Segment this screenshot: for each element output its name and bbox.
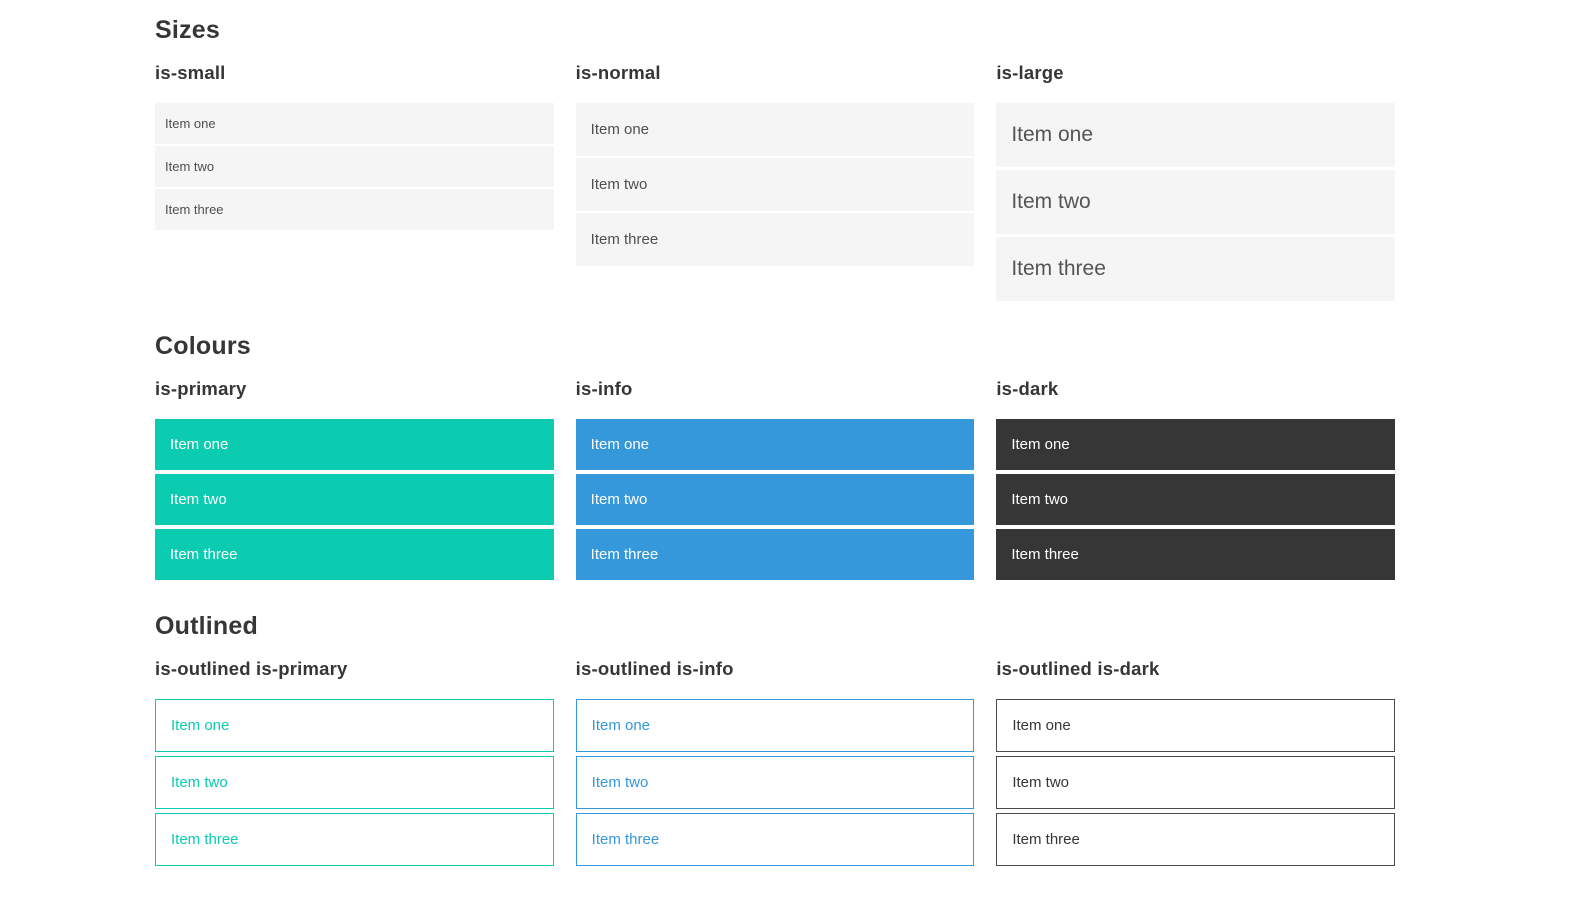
list-is-large: Item one Item two Item three xyxy=(996,103,1395,301)
list-item[interactable]: Item three xyxy=(155,813,554,866)
variant-label-is-outlined-is-primary: is-outlined is-primary xyxy=(155,658,348,679)
list-is-outlined-is-info: Item one Item two Item three xyxy=(575,699,975,866)
list-item[interactable]: Item three xyxy=(155,189,554,230)
section-title-sizes: Sizes xyxy=(155,16,220,44)
column-is-primary: is-primary Item one Item two Item three xyxy=(155,378,554,584)
variant-label-is-normal: is-normal xyxy=(575,62,661,83)
variant-label-is-info: is-info xyxy=(575,378,633,399)
column-is-normal: is-normal Item one Item two Item three xyxy=(575,62,975,268)
list-item[interactable]: Item two xyxy=(996,170,1395,234)
list-item[interactable]: Item one xyxy=(996,699,1395,752)
list-item[interactable]: Item three xyxy=(996,813,1395,866)
section-outlined: Outlined is-outlined is-primary Item one… xyxy=(155,611,1395,870)
variant-label-is-large: is-large xyxy=(996,62,1064,83)
list-is-info: Item one Item two Item three xyxy=(575,419,975,580)
outlined-grid: is-outlined is-primary Item one Item two… xyxy=(155,658,1395,870)
list-item[interactable]: Item three xyxy=(996,237,1395,301)
column-is-dark: is-dark Item one Item two Item three xyxy=(996,378,1395,584)
section-colours: Colours is-primary Item one Item two Ite… xyxy=(155,331,1395,584)
list-is-outlined-is-primary: Item one Item two Item three xyxy=(155,699,554,866)
column-is-outlined-is-dark: is-outlined is-dark Item one Item two It… xyxy=(996,658,1395,870)
list-item[interactable]: Item two xyxy=(996,756,1395,809)
list-item[interactable]: Item one xyxy=(996,103,1395,167)
list-item[interactable]: Item one xyxy=(575,699,975,752)
list-item[interactable]: Item two xyxy=(155,474,554,525)
list-item[interactable]: Item two xyxy=(996,474,1395,525)
section-title-colours: Colours xyxy=(155,332,251,360)
list-item[interactable]: Item one xyxy=(575,419,975,470)
list-item[interactable]: Item two xyxy=(575,756,975,809)
variant-label-is-dark: is-dark xyxy=(996,378,1059,399)
variant-label-is-primary: is-primary xyxy=(155,378,247,399)
section-title-outlined: Outlined xyxy=(155,612,258,640)
list-item[interactable]: Item three xyxy=(155,529,554,580)
list-item[interactable]: Item one xyxy=(996,419,1395,470)
variant-label-is-outlined-is-dark: is-outlined is-dark xyxy=(996,658,1160,679)
section-sizes: Sizes is-small Item one Item two Item th… xyxy=(155,15,1395,304)
column-is-outlined-is-info: is-outlined is-info Item one Item two It… xyxy=(575,658,975,870)
list-item[interactable]: Item one xyxy=(575,103,975,156)
column-is-outlined-is-primary: is-outlined is-primary Item one Item two… xyxy=(155,658,554,870)
colours-grid: is-primary Item one Item two Item three … xyxy=(155,378,1395,584)
list-item[interactable]: Item three xyxy=(575,813,975,866)
variant-label-is-small: is-small xyxy=(155,62,226,83)
list-is-outlined-is-dark: Item one Item two Item three xyxy=(996,699,1395,866)
list-item[interactable]: Item three xyxy=(575,529,975,580)
list-item[interactable]: Item three xyxy=(575,213,975,266)
list-item[interactable]: Item two xyxy=(575,474,975,525)
list-is-primary: Item one Item two Item three xyxy=(155,419,554,580)
column-is-small: is-small Item one Item two Item three xyxy=(155,62,554,232)
list-item[interactable]: Item one xyxy=(155,419,554,470)
sizes-grid: is-small Item one Item two Item three is… xyxy=(155,62,1395,304)
list-item[interactable]: Item two xyxy=(575,158,975,211)
column-is-large: is-large Item one Item two Item three xyxy=(996,62,1395,304)
list-item[interactable]: Item two xyxy=(155,756,554,809)
column-is-info: is-info Item one Item two Item three xyxy=(575,378,975,584)
list-is-dark: Item one Item two Item three xyxy=(996,419,1395,580)
list-is-small: Item one Item two Item three xyxy=(155,103,554,230)
list-item[interactable]: Item two xyxy=(155,146,554,187)
list-item[interactable]: Item one xyxy=(155,699,554,752)
list-item[interactable]: Item three xyxy=(996,529,1395,580)
list-is-normal: Item one Item two Item three xyxy=(575,103,975,266)
variant-label-is-outlined-is-info: is-outlined is-info xyxy=(575,658,734,679)
list-item[interactable]: Item one xyxy=(155,103,554,144)
